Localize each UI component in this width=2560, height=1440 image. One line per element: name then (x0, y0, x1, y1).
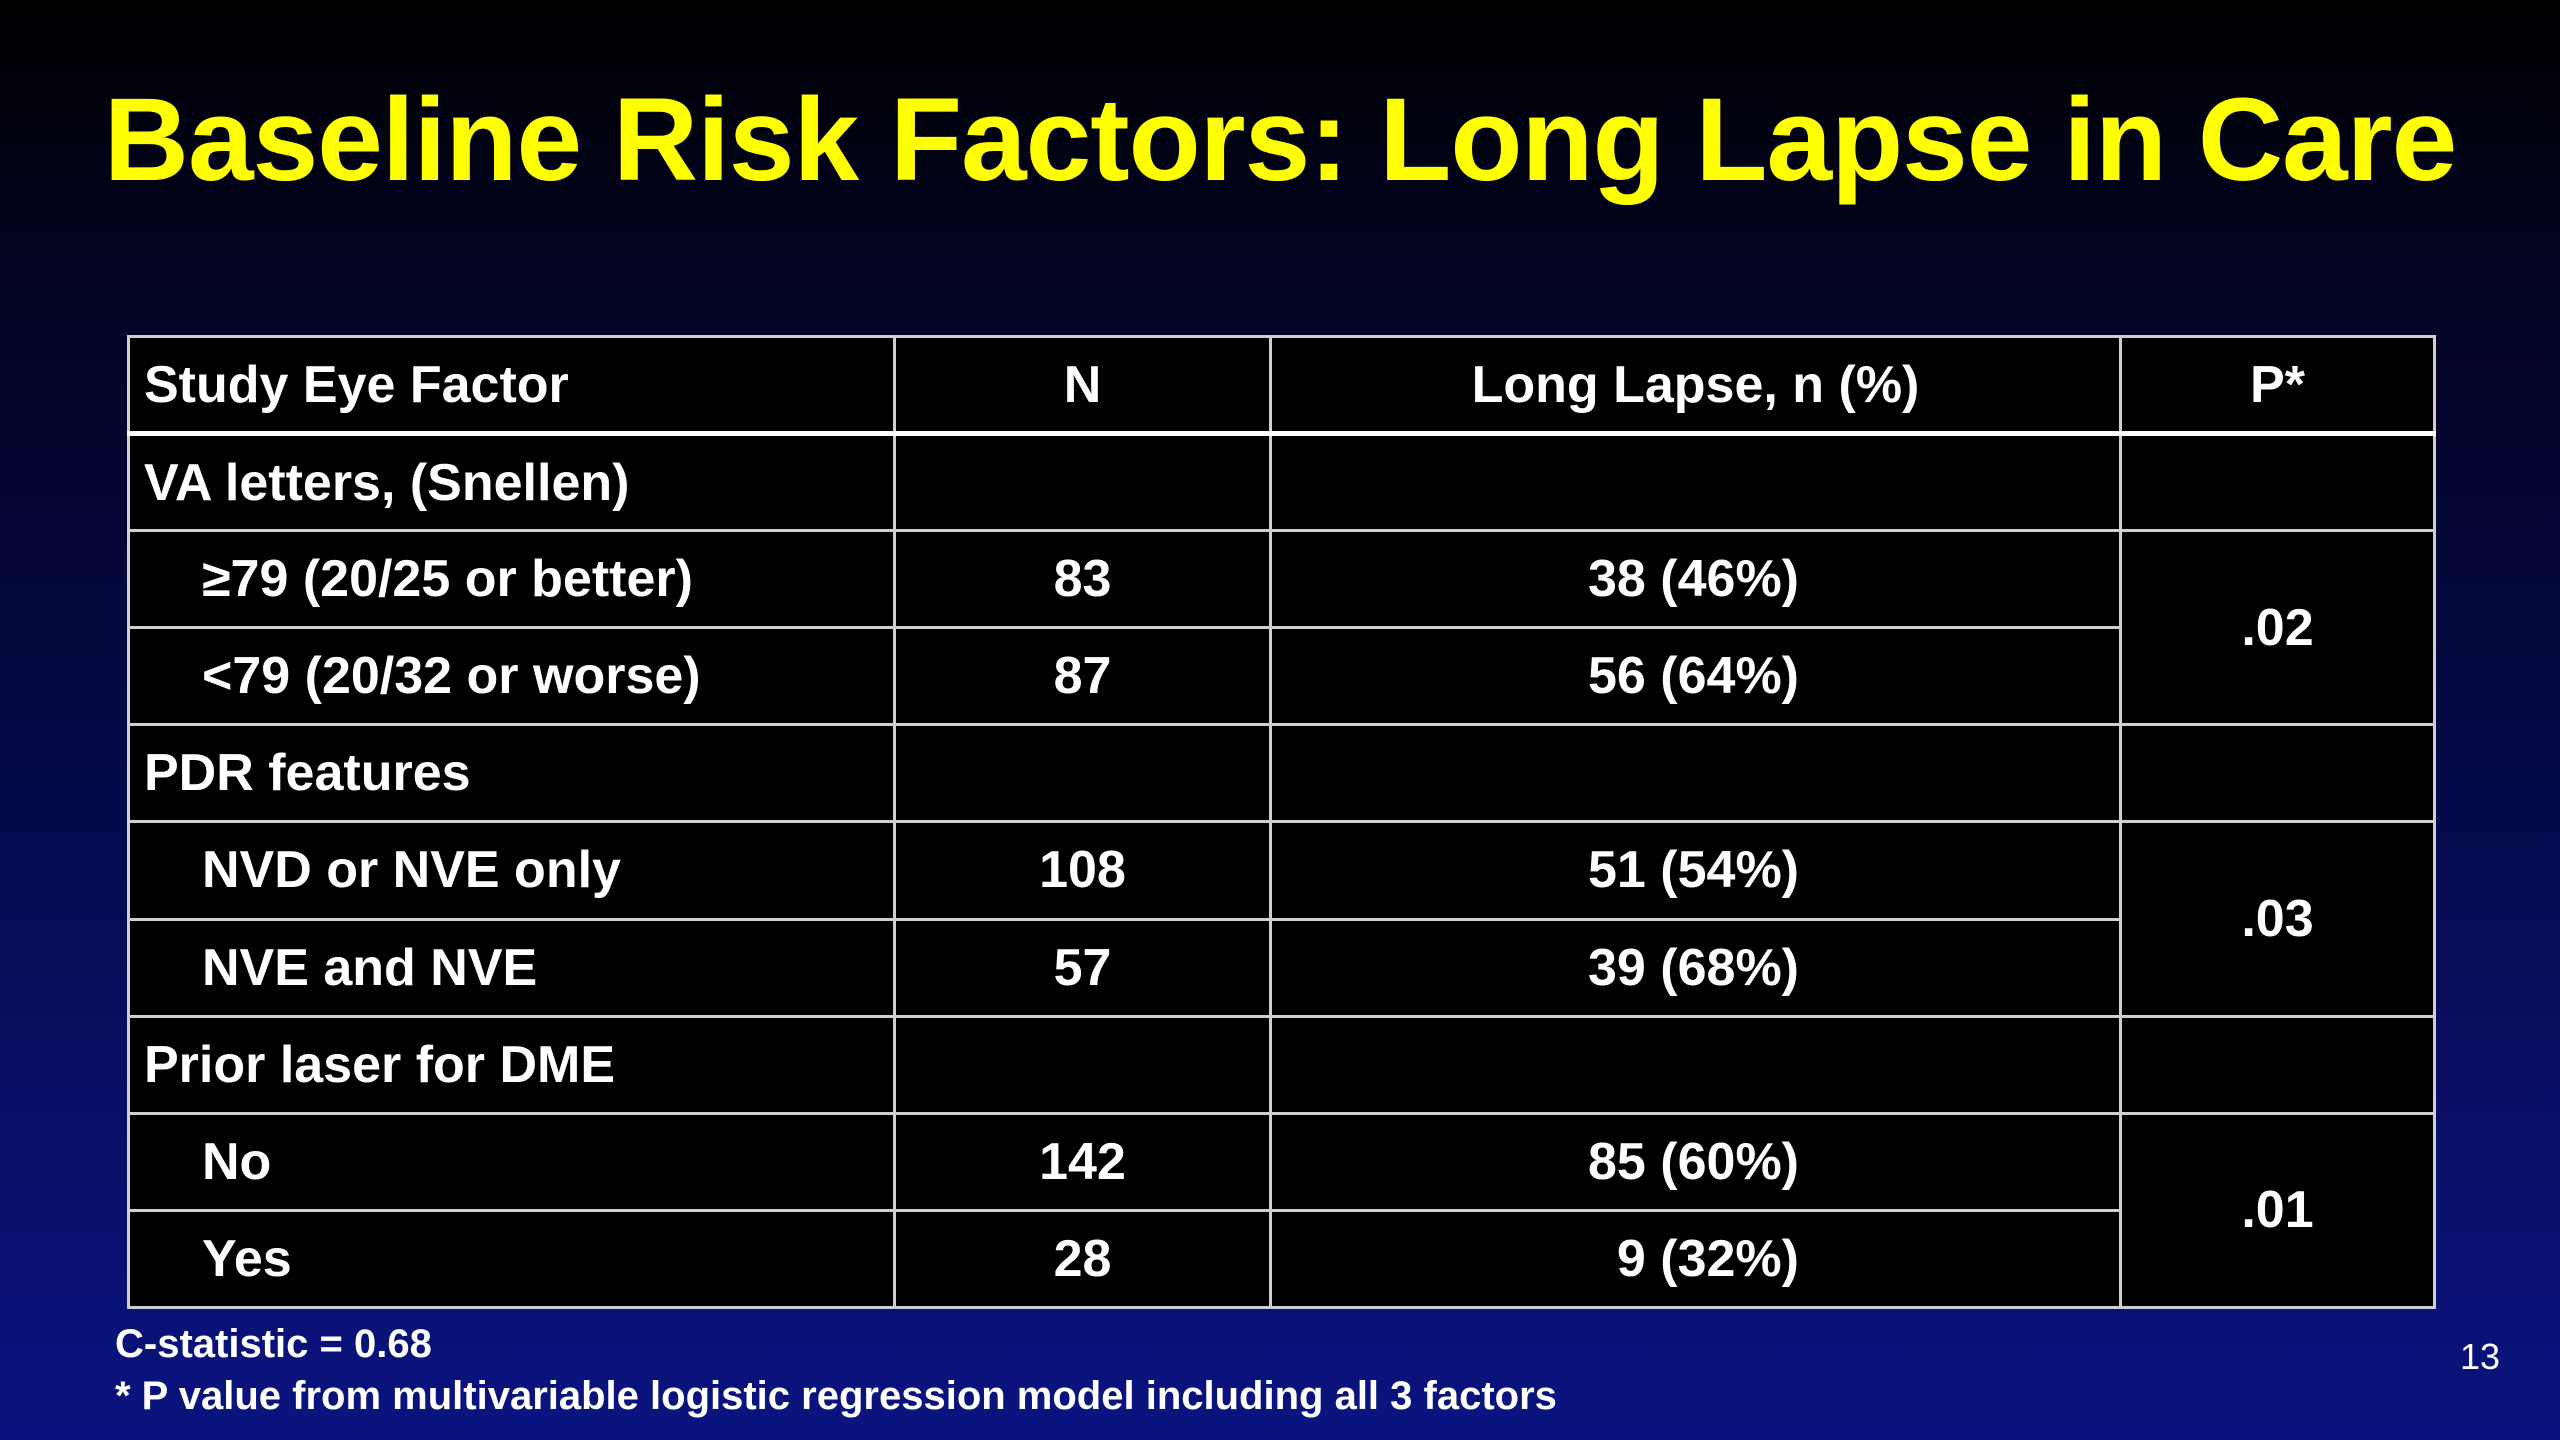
group-label: VA letters, (Snellen) (127, 431, 896, 533)
p-value-footnote: * P value from multivariable logistic re… (115, 1374, 1557, 1418)
n-cell: 83 (893, 529, 1272, 630)
header-n: N (893, 335, 1272, 436)
empty-cell (893, 723, 1272, 824)
group-row-pdr-features: PDR features (127, 723, 2436, 824)
factor-cell: NVE and NVE (127, 917, 896, 1018)
factor-cell: NVD or NVE only (127, 820, 896, 921)
p-value-cell: .02 (2119, 529, 2436, 727)
p-value-cell: .01 (2119, 1111, 2436, 1310)
c-statistic-note: C-statistic = 0.68 (115, 1322, 432, 1366)
table-row: ≥79 (20/25 or better) 83 38 (46%) .02 (127, 529, 2436, 727)
p-value-cell: .03 (2119, 820, 2436, 1018)
risk-factor-table: Study Eye Factor N Long Lapse, n (%) P* … (127, 335, 2436, 1310)
lapse-cell: 39 (68%) (1269, 917, 2122, 1018)
n-cell: 108 (893, 820, 1272, 921)
empty-cell (1269, 431, 2122, 533)
n-cell: 87 (893, 626, 1272, 727)
table-row: <79 (20/32 or worse) 87 56 (64%) (127, 626, 2435, 727)
factor-cell: ≥79 (20/25 or better) (127, 529, 896, 630)
empty-cell (2119, 431, 2436, 533)
group-row-prior-laser: Prior laser for DME (127, 1014, 2436, 1115)
table-row: Yes 28 9 (32%) (127, 1208, 2435, 1310)
lapse-cell: 51 (54%) (1269, 820, 2122, 921)
empty-cell (1269, 723, 2122, 824)
n-cell: 28 (893, 1208, 1272, 1310)
factor-cell: No (127, 1111, 896, 1212)
table-row: NVE and NVE 57 39 (68%) (127, 917, 2435, 1018)
lapse-cell: 85 (60%) (1269, 1111, 2122, 1212)
page-number: 13 (2459, 1336, 2500, 1377)
group-row-va-letters: VA letters, (Snellen) (127, 431, 2436, 533)
empty-cell (2119, 723, 2436, 824)
lapse-cell: 56 (64%) (1269, 626, 2122, 727)
empty-cell (893, 1014, 1272, 1115)
empty-cell (1269, 1014, 2122, 1115)
empty-cell (893, 431, 1272, 533)
header-long-lapse: Long Lapse, n (%) (1269, 335, 2122, 436)
n-cell: 57 (893, 917, 1272, 1018)
n-cell: 142 (893, 1111, 1272, 1212)
factor-cell: <79 (20/32 or worse) (127, 626, 896, 727)
footnotes: C-statistic = 0.68 * P value from multiv… (115, 1318, 1557, 1422)
slide-title: Baseline Risk Factors: Long Lapse in Car… (103, 74, 2457, 206)
group-label: Prior laser for DME (127, 1014, 896, 1115)
header-study-eye-factor: Study Eye Factor (127, 335, 896, 436)
table-header-row: Study Eye Factor N Long Lapse, n (%) P* (127, 335, 2436, 436)
lapse-cell: 9 (32%) (1269, 1208, 2122, 1310)
table-row: No 142 85 (60%) .01 (127, 1111, 2436, 1310)
factor-cell: Yes (127, 1208, 896, 1310)
group-label: PDR features (127, 723, 896, 824)
lapse-cell: 38 (46%) (1269, 529, 2122, 630)
table-row: NVD or NVE only 108 51 (54%) .03 (127, 820, 2436, 1018)
empty-cell (2119, 1014, 2436, 1115)
header-p-value: P* (2119, 335, 2436, 436)
